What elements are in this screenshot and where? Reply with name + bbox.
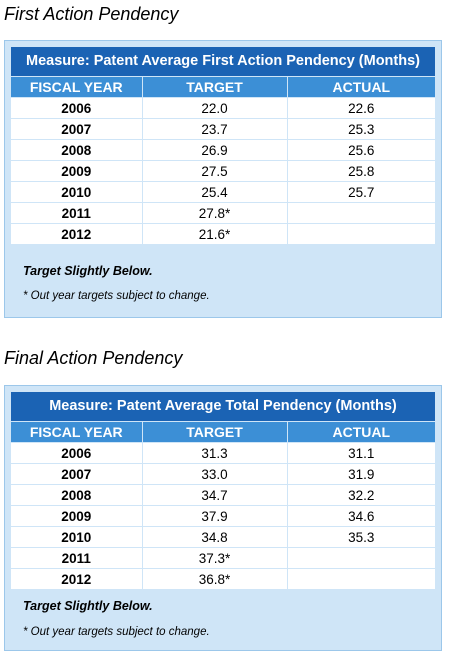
measure-title: Measure: Patent Average Total Pendency (…: [11, 392, 435, 421]
table-row: 2010 34.8 35.3: [11, 527, 435, 548]
target-cell: 34.8: [142, 527, 287, 548]
year-cell: 2007: [11, 464, 142, 485]
actual-cell: 25.8: [287, 161, 435, 182]
target-cell: 36.8*: [142, 569, 287, 590]
year-cell: 2008: [11, 485, 142, 506]
column-header-actual: ACTUAL: [287, 422, 435, 443]
year-cell: 2006: [11, 443, 142, 464]
year-cell: 2010: [11, 527, 142, 548]
table-row: 2006 31.3 31.1: [11, 443, 435, 464]
year-cell: 2011: [11, 548, 142, 569]
table-row: 2011 37.3*: [11, 548, 435, 569]
table-row: 2009 37.9 34.6: [11, 506, 435, 527]
year-cell: 2006: [11, 98, 142, 119]
pendency-table-panel: Measure: Patent Average Total Pendency (…: [4, 385, 442, 651]
target-cell: 34.7: [142, 485, 287, 506]
table-header-row: FISCAL YEAR TARGET ACTUAL: [11, 77, 435, 98]
target-cell: 33.0: [142, 464, 287, 485]
table-row: 2012 36.8*: [11, 569, 435, 590]
table-row: 2006 22.0 22.6: [11, 98, 435, 119]
section-title: First Action Pendency: [4, 4, 178, 25]
column-header-target: TARGET: [142, 77, 287, 98]
actual-cell: 25.7: [287, 182, 435, 203]
actual-cell: 35.3: [287, 527, 435, 548]
target-cell: 21.6*: [142, 224, 287, 245]
target-cell: 31.3: [142, 443, 287, 464]
target-cell: 27.8*: [142, 203, 287, 224]
target-cell: 25.4: [142, 182, 287, 203]
column-header-target: TARGET: [142, 422, 287, 443]
year-cell: 2009: [11, 161, 142, 182]
table-row: 2008 26.9 25.6: [11, 140, 435, 161]
column-header-fiscal-year: FISCAL YEAR: [11, 77, 142, 98]
actual-cell: 34.6: [287, 506, 435, 527]
actual-cell: [287, 548, 435, 569]
year-cell: 2011: [11, 203, 142, 224]
year-cell: 2012: [11, 224, 142, 245]
year-cell: 2008: [11, 140, 142, 161]
target-cell: 27.5: [142, 161, 287, 182]
actual-cell: 31.9: [287, 464, 435, 485]
table-wrapper: Measure: Patent Average Total Pendency (…: [11, 392, 435, 589]
table-row: 2012 21.6*: [11, 224, 435, 245]
actual-cell: 31.1: [287, 443, 435, 464]
pendency-table: FISCAL YEAR TARGET ACTUAL 2006 31.3 31.1 2…: [11, 421, 435, 589]
actual-cell: [287, 569, 435, 590]
table-row: 2010 25.4 25.7: [11, 182, 435, 203]
year-cell: 2007: [11, 119, 142, 140]
table-row: 2007 23.7 25.3: [11, 119, 435, 140]
year-cell: 2012: [11, 569, 142, 590]
measure-title: Measure: Patent Average First Action Pen…: [11, 47, 435, 76]
table-row: 2007 33.0 31.9: [11, 464, 435, 485]
target-cell: 37.9: [142, 506, 287, 527]
table-row: 2011 27.8*: [11, 203, 435, 224]
section-title: Final Action Pendency: [4, 348, 182, 369]
column-header-actual: ACTUAL: [287, 77, 435, 98]
target-cell: 23.7: [142, 119, 287, 140]
table-row: 2008 34.7 32.2: [11, 485, 435, 506]
result-note: Target Slightly Below.: [23, 599, 153, 613]
actual-cell: 25.6: [287, 140, 435, 161]
actual-cell: 32.2: [287, 485, 435, 506]
year-cell: 2009: [11, 506, 142, 527]
actual-cell: [287, 224, 435, 245]
column-header-fiscal-year: FISCAL YEAR: [11, 422, 142, 443]
target-cell: 22.0: [142, 98, 287, 119]
actual-cell: 22.6: [287, 98, 435, 119]
actual-cell: 25.3: [287, 119, 435, 140]
target-cell: 37.3*: [142, 548, 287, 569]
year-cell: 2010: [11, 182, 142, 203]
table-wrapper: Measure: Patent Average First Action Pen…: [11, 47, 435, 244]
target-cell: 26.9: [142, 140, 287, 161]
pendency-table: FISCAL YEAR TARGET ACTUAL 2006 22.0 22.6 2…: [11, 76, 435, 244]
result-note: Target Slightly Below.: [23, 264, 153, 278]
footnote: * Out year targets subject to change.: [23, 626, 210, 638]
actual-cell: [287, 203, 435, 224]
table-header-row: FISCAL YEAR TARGET ACTUAL: [11, 422, 435, 443]
table-row: 2009 27.5 25.8: [11, 161, 435, 182]
footnote: * Out year targets subject to change.: [23, 290, 210, 302]
pendency-table-panel: Measure: Patent Average First Action Pen…: [4, 40, 442, 318]
